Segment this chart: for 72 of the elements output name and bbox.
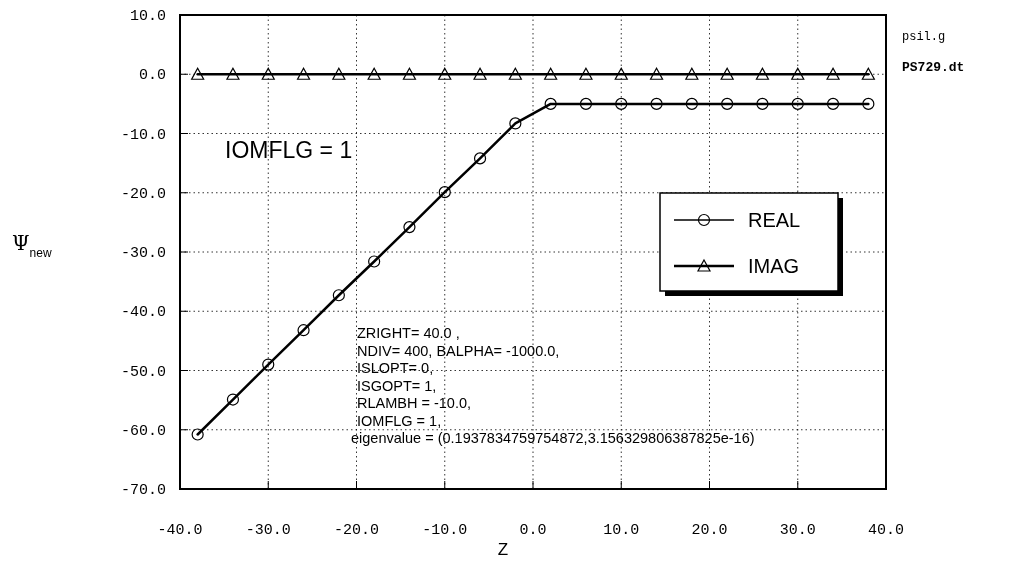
annotation: RLAMBH = -10.0, [357,395,472,411]
annotation: NDIV= 400, BALPHA= -1000.0, [357,342,560,359]
point [544,97,557,110]
point [403,221,416,234]
point [579,67,593,80]
point [509,117,522,130]
point [720,67,734,80]
point [226,393,240,406]
annotation: IOMFLG = 1 [225,137,353,163]
point [508,67,522,80]
point [368,255,381,268]
point [262,358,275,371]
x-tick-label: 40.0 [867,522,905,539]
point [261,67,275,80]
point [791,67,805,80]
point [755,67,770,80]
y-tick-label: -30.0 [120,245,166,262]
x-tick-label: -20.0 [333,522,380,539]
point [721,97,734,110]
x-axis-title: Z [497,540,509,559]
x-tick-label: 10.0 [603,522,640,539]
point [473,67,487,80]
point [191,428,204,441]
point [191,67,205,80]
y-tick-label: -50.0 [120,363,166,381]
point [791,97,804,110]
text: psil.g [902,30,946,44]
point [297,324,310,337]
point [615,97,628,110]
point [332,289,345,302]
annotation: ZRIGHT= 40.0 , [357,325,460,341]
point [685,67,699,80]
point [473,152,487,165]
annotation: IOMFLG = 1, [357,412,442,429]
point [296,67,311,80]
point [756,97,769,110]
y-tick-label: -10.0 [120,126,166,144]
text: PS729.dt [902,60,965,75]
point [438,67,452,80]
point [438,186,451,199]
point [649,67,664,80]
point [367,67,381,80]
legend-label: REAL [748,209,801,231]
x-tick-label: -40.0 [157,522,203,539]
y-tick-label: -60.0 [120,422,166,440]
y-tick-label: -20.0 [120,185,166,203]
y-tick-label: -40.0 [120,304,166,322]
point [544,67,558,80]
x-tick-label: 30.0 [779,522,816,539]
x-tick-label: 20.0 [691,522,728,539]
point [332,67,346,80]
annotation: eigenvalue = (0.1937834759754872,3.156329806387825e-16) [351,430,755,446]
x-tick-label: -10.0 [422,522,468,539]
y-axis-title: Ψ$_{new}$ [12,231,52,260]
point [226,67,240,80]
point [685,97,698,110]
y-tick-label: 10.0 [129,8,166,25]
point [614,67,628,80]
point [579,97,593,110]
x-tick-label: 0.0 [519,522,547,539]
point [861,67,875,80]
point [402,67,417,80]
x-tick-label: -30.0 [245,522,291,539]
point [826,67,840,80]
legend-label: IMAG [748,255,800,277]
y-tick-label: -70.0 [120,482,166,499]
annotation: ISLOPT= 0, [357,360,434,376]
annotation: ISGOPT= 1, [357,377,437,394]
y-tick-label: 0.0 [138,67,166,85]
point [862,97,875,110]
point [650,97,663,110]
point [826,97,840,110]
